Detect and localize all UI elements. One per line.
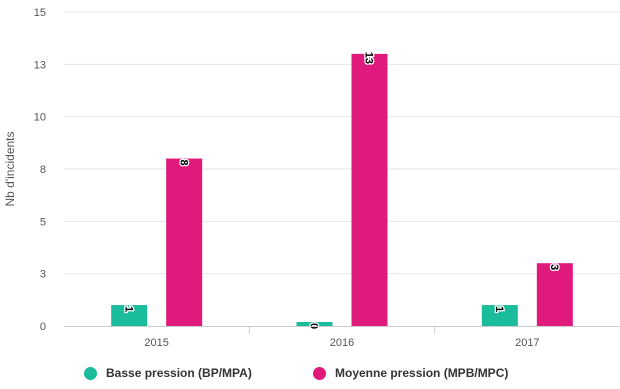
data-label: 3 — [548, 264, 560, 270]
legend: Basse pression (BP/MPA) Moyenne pression… — [0, 366, 620, 388]
bar — [536, 263, 573, 326]
bar — [481, 305, 518, 326]
x-tick-label: 2017 — [515, 337, 539, 349]
x-tick-label: 2016 — [330, 337, 354, 349]
bars — [111, 53, 573, 326]
bar — [111, 305, 148, 326]
legend-item-moyenne-pression[interactable]: Moyenne pression (MPB/MPC) — [313, 366, 508, 380]
legend-label-moyenne-pression: Moyenne pression (MPB/MPC) — [335, 366, 509, 380]
x-axis-ticks: 2015 2016 2017 — [144, 326, 540, 349]
y-tick-label: 5 — [40, 216, 46, 228]
y-tick-label: 15 — [34, 7, 46, 19]
data-label: 8 — [177, 159, 189, 165]
legend-dot-icon — [84, 366, 97, 380]
y-tick-label: 8 — [40, 164, 46, 176]
data-label: 1 — [493, 306, 505, 312]
grid-lines — [64, 11, 620, 275]
y-tick-label: 3 — [40, 269, 46, 281]
legend-dot-icon — [313, 366, 326, 380]
y-tick-label: 10 — [34, 112, 46, 124]
data-label: 13 — [363, 52, 375, 64]
data-label: 1 — [122, 306, 134, 312]
bar — [296, 322, 333, 326]
bar — [351, 53, 388, 326]
legend-label-basse-pression: Basse pression (BP/MPA) — [106, 366, 252, 380]
y-axis-title: Nb d'incidents — [3, 132, 17, 207]
y-axis-ticks: 0 3 5 8 10 13 15 — [34, 7, 46, 333]
x-tick-label: 2015 — [144, 337, 168, 349]
y-tick-label: 13 — [34, 59, 46, 71]
bar — [166, 158, 203, 326]
y-tick-label: 0 — [40, 321, 46, 333]
legend-item-basse-pression[interactable]: Basse pression (BP/MPA) — [84, 366, 252, 380]
